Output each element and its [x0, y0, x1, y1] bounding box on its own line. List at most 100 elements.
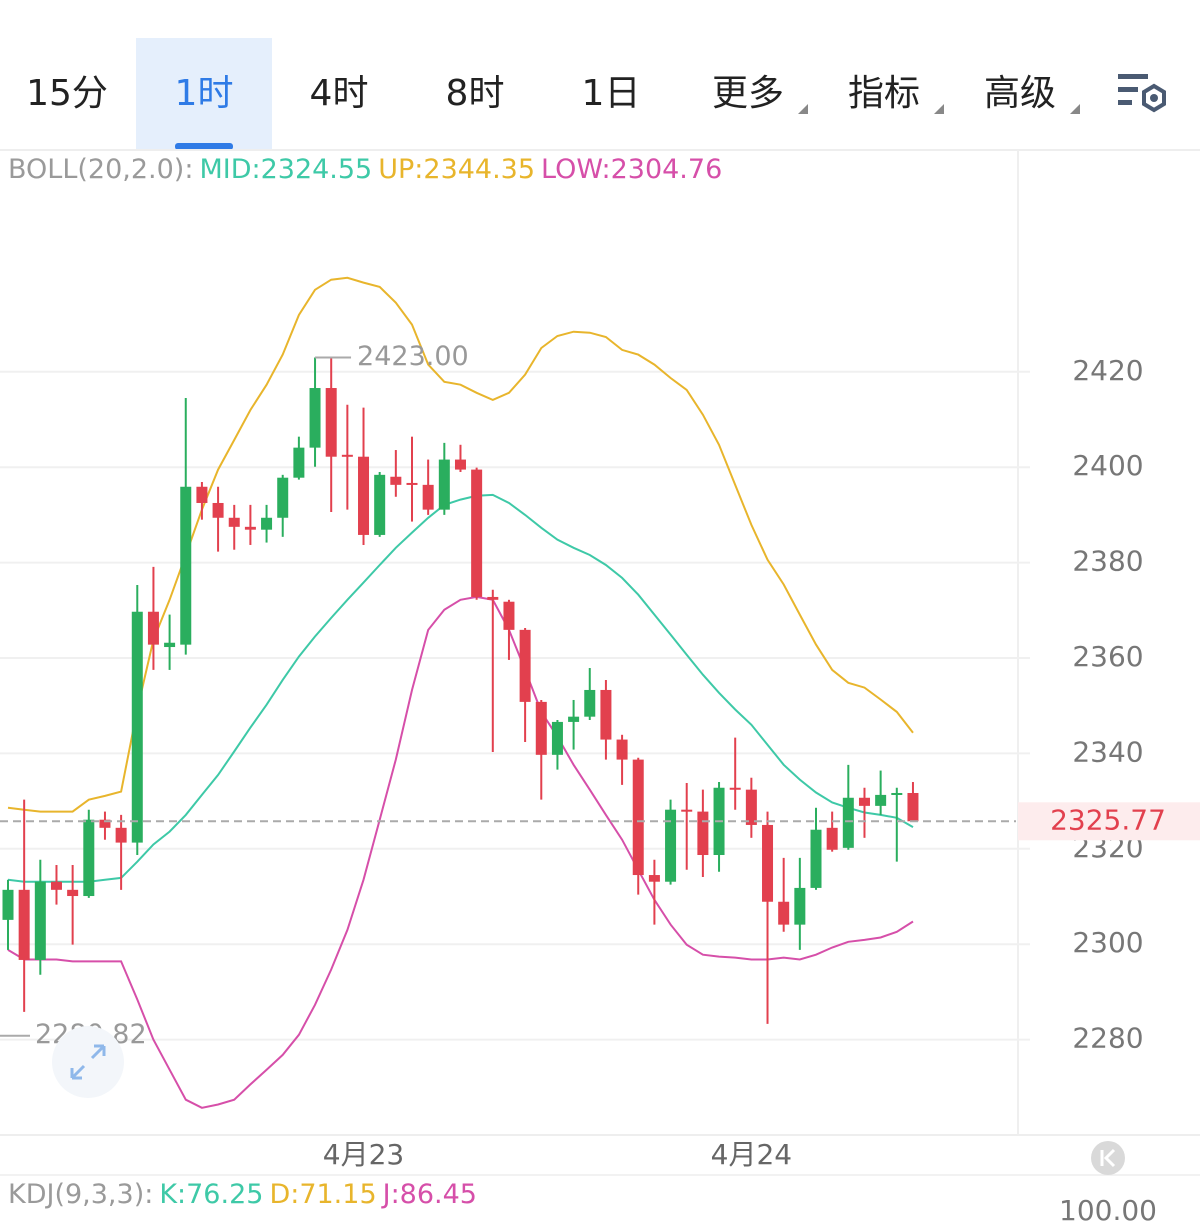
tab[interactable]: 1日	[582, 73, 641, 114]
candle-body	[907, 792, 919, 822]
candle-body	[858, 797, 870, 806]
candle-body	[180, 486, 192, 645]
candle-body	[83, 819, 95, 897]
candle-body	[826, 827, 838, 850]
boll-line	[7, 595, 914, 1109]
candle-body	[778, 901, 790, 925]
candle-body	[147, 611, 159, 645]
candle-body	[2, 889, 14, 920]
candle-body	[196, 486, 208, 503]
kdj-entry: K:76.25	[159, 1179, 263, 1210]
candle-body	[535, 701, 547, 755]
candle-body	[584, 689, 596, 717]
candle-body	[293, 447, 305, 478]
candle-body	[681, 809, 693, 812]
expand-bg	[52, 1026, 124, 1098]
current-price-box	[1018, 802, 1200, 841]
tab[interactable]: 高级	[984, 73, 1056, 114]
candle-body	[374, 474, 386, 535]
candle-body	[99, 819, 111, 828]
dropdown-caret	[934, 104, 944, 114]
candle-body	[794, 887, 806, 925]
boll-lines	[7, 276, 914, 1109]
candle-body	[471, 469, 483, 597]
candles	[2, 357, 919, 1024]
candle-body	[810, 829, 822, 888]
candle-body	[261, 517, 273, 530]
y-tick-label: 2420	[1072, 354, 1143, 387]
candle-body	[67, 889, 79, 897]
icon-bar	[1118, 100, 1132, 105]
y-tick-label: 2300	[1072, 926, 1143, 959]
rewind-icon	[1100, 1148, 1116, 1168]
candle-body	[519, 629, 531, 702]
boll-line	[7, 493, 914, 883]
candle-body	[454, 459, 466, 470]
candle-body	[325, 388, 337, 457]
candle-body	[228, 517, 240, 527]
kdj-entry: J:86.45	[381, 1179, 477, 1210]
candle-body	[729, 787, 741, 790]
high-marker-label: 2423.00	[357, 341, 469, 372]
y-tick-label: 2360	[1072, 640, 1143, 673]
candle-body	[632, 759, 644, 876]
candle-body	[745, 789, 757, 825]
candle-body	[487, 596, 499, 600]
x-tick-label: 4月23	[323, 1138, 404, 1171]
y-tick-label: 2380	[1072, 545, 1143, 578]
candle-body	[244, 526, 256, 530]
candle-body	[341, 454, 353, 457]
y-tick-label: 2340	[1072, 735, 1143, 768]
candle-body	[568, 716, 580, 722]
candle-body	[616, 739, 628, 760]
x-tick-label: 4月24	[711, 1138, 792, 1171]
icon-bar	[1118, 87, 1138, 92]
tab[interactable]: 更多	[712, 73, 784, 114]
candle-body	[212, 502, 224, 518]
settings-icon[interactable]	[1118, 74, 1166, 113]
candle-body	[131, 611, 143, 843]
candle-body	[648, 875, 660, 882]
expand-icon	[70, 1044, 106, 1080]
candle-body	[422, 484, 434, 510]
tab-bar: 15分 1时 4时 8时 1日 更多 指标 高级	[26, 38, 1080, 150]
candle-body	[390, 476, 402, 485]
candle-body	[358, 456, 370, 535]
candle-body	[34, 881, 46, 960]
kdj-axis-label: 100.00	[1059, 1194, 1157, 1221]
kdj-label: KDJ(9,3,3):	[8, 1179, 153, 1210]
candle-body	[438, 459, 450, 510]
y-tick-label: 2400	[1072, 449, 1143, 482]
legend-entry: UP:2344.35	[378, 154, 535, 185]
candle-body	[18, 889, 30, 960]
candle-body	[50, 881, 62, 890]
legend-entry: LOW:2304.76	[541, 154, 722, 185]
kdj-entry: D:71.15	[269, 1179, 376, 1210]
boll-legend: BOLL(20,2.0): MID:2324.55 UP:2344.35 LOW:23…	[8, 154, 722, 185]
tab[interactable]: 指标	[848, 73, 920, 114]
dropdown-caret	[1070, 104, 1080, 114]
candle-body	[115, 827, 127, 843]
indicator-label: BOLL(20,2.0):	[8, 154, 193, 185]
y-tick-label: 2280	[1072, 1022, 1143, 1055]
candle-body	[891, 792, 903, 795]
tab[interactable]: 8时	[446, 73, 505, 114]
rewind-button[interactable]	[1091, 1141, 1125, 1175]
tab[interactable]: 4时	[310, 73, 369, 114]
candle-body	[875, 794, 887, 806]
candle-body	[600, 689, 612, 740]
icon-hex	[1142, 83, 1166, 113]
candle-body	[665, 809, 677, 882]
tab[interactable]: 1时	[175, 73, 234, 114]
tab-highlight	[136, 38, 272, 150]
kdj-legend: KDJ(9,3,3): K:76.25 D:71.15 J:86.45	[8, 1179, 477, 1210]
tab[interactable]: 15分	[26, 73, 108, 114]
candle-body	[503, 601, 515, 630]
candle-body	[309, 388, 321, 448]
current-price-label: 2325.77	[1050, 803, 1166, 836]
expand-button[interactable]	[52, 1026, 124, 1098]
icon-dot	[1150, 94, 1158, 102]
